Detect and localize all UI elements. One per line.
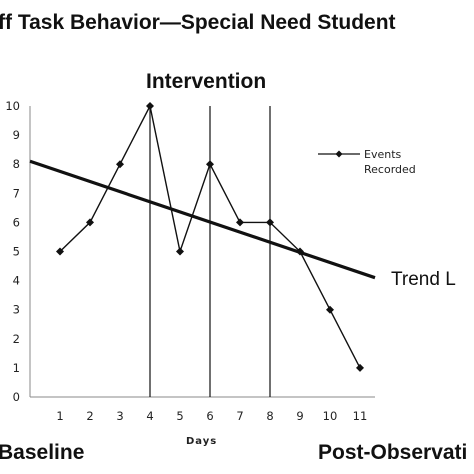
data-point: [176, 247, 184, 256]
trend-line-label: Trend L: [391, 269, 456, 290]
data-point: [236, 218, 244, 227]
x-tick-label: 5: [176, 409, 183, 423]
y-tick-label: 7: [13, 186, 20, 200]
chart-title: ff Task Behavior—Special Need Student: [0, 11, 396, 34]
trend-line: [29, 159, 376, 280]
x-tick-label: 1: [56, 409, 63, 423]
data-point: [326, 305, 334, 314]
phase-lines: [149, 106, 271, 397]
x-tick-labels: 1 2 3 4 5 6 7 8 9 10 11: [56, 409, 367, 423]
baseline-label: Baseline: [0, 441, 84, 464]
legend-marker: [335, 150, 343, 158]
x-tick-label: 8: [266, 409, 273, 423]
data-point: [116, 160, 124, 169]
x-tick-label: 9: [296, 409, 303, 423]
y-tick-label: 10: [5, 99, 20, 113]
data-point: [146, 102, 154, 110]
y-tick-label: 1: [13, 361, 20, 375]
axes: [29, 106, 375, 398]
post-observation-label: Post-Observati: [318, 441, 467, 464]
y-tick-label: 2: [13, 332, 20, 346]
x-tick-label: 3: [116, 409, 123, 423]
x-tick-label: 6: [206, 409, 213, 423]
x-tick-label: 7: [236, 409, 243, 423]
data-point: [206, 160, 214, 169]
x-tick-label: 4: [146, 409, 153, 423]
y-tick-labels: 0 1 2 3 4 5 6 7 8 9 10: [5, 99, 20, 404]
y-tick-label: 9: [13, 128, 20, 142]
x-tick-label: 11: [353, 409, 368, 423]
y-tick-label: 4: [13, 274, 20, 288]
data-point: [356, 363, 364, 372]
data-point: [56, 247, 64, 256]
trend-line-group: [29, 159, 376, 280]
y-tick-label: 5: [13, 245, 20, 259]
y-tick-label: 0: [13, 390, 20, 404]
y-tick-label: 8: [13, 157, 20, 171]
y-tick-label: 3: [13, 303, 20, 317]
data-point: [86, 218, 94, 227]
intervention-label: Intervention: [146, 70, 266, 93]
series-events-recorded: [56, 102, 364, 372]
data-point: [296, 247, 304, 256]
x-tick-label: 2: [86, 409, 93, 423]
x-tick-label: 10: [323, 409, 338, 423]
x-axis-label: Days: [186, 436, 217, 447]
data-point: [266, 218, 274, 227]
legend: Events Recorded: [318, 148, 416, 176]
legend-label-line2: Recorded: [364, 163, 416, 176]
y-tick-label: 6: [13, 215, 20, 229]
legend-label-line1: Events: [364, 148, 402, 161]
